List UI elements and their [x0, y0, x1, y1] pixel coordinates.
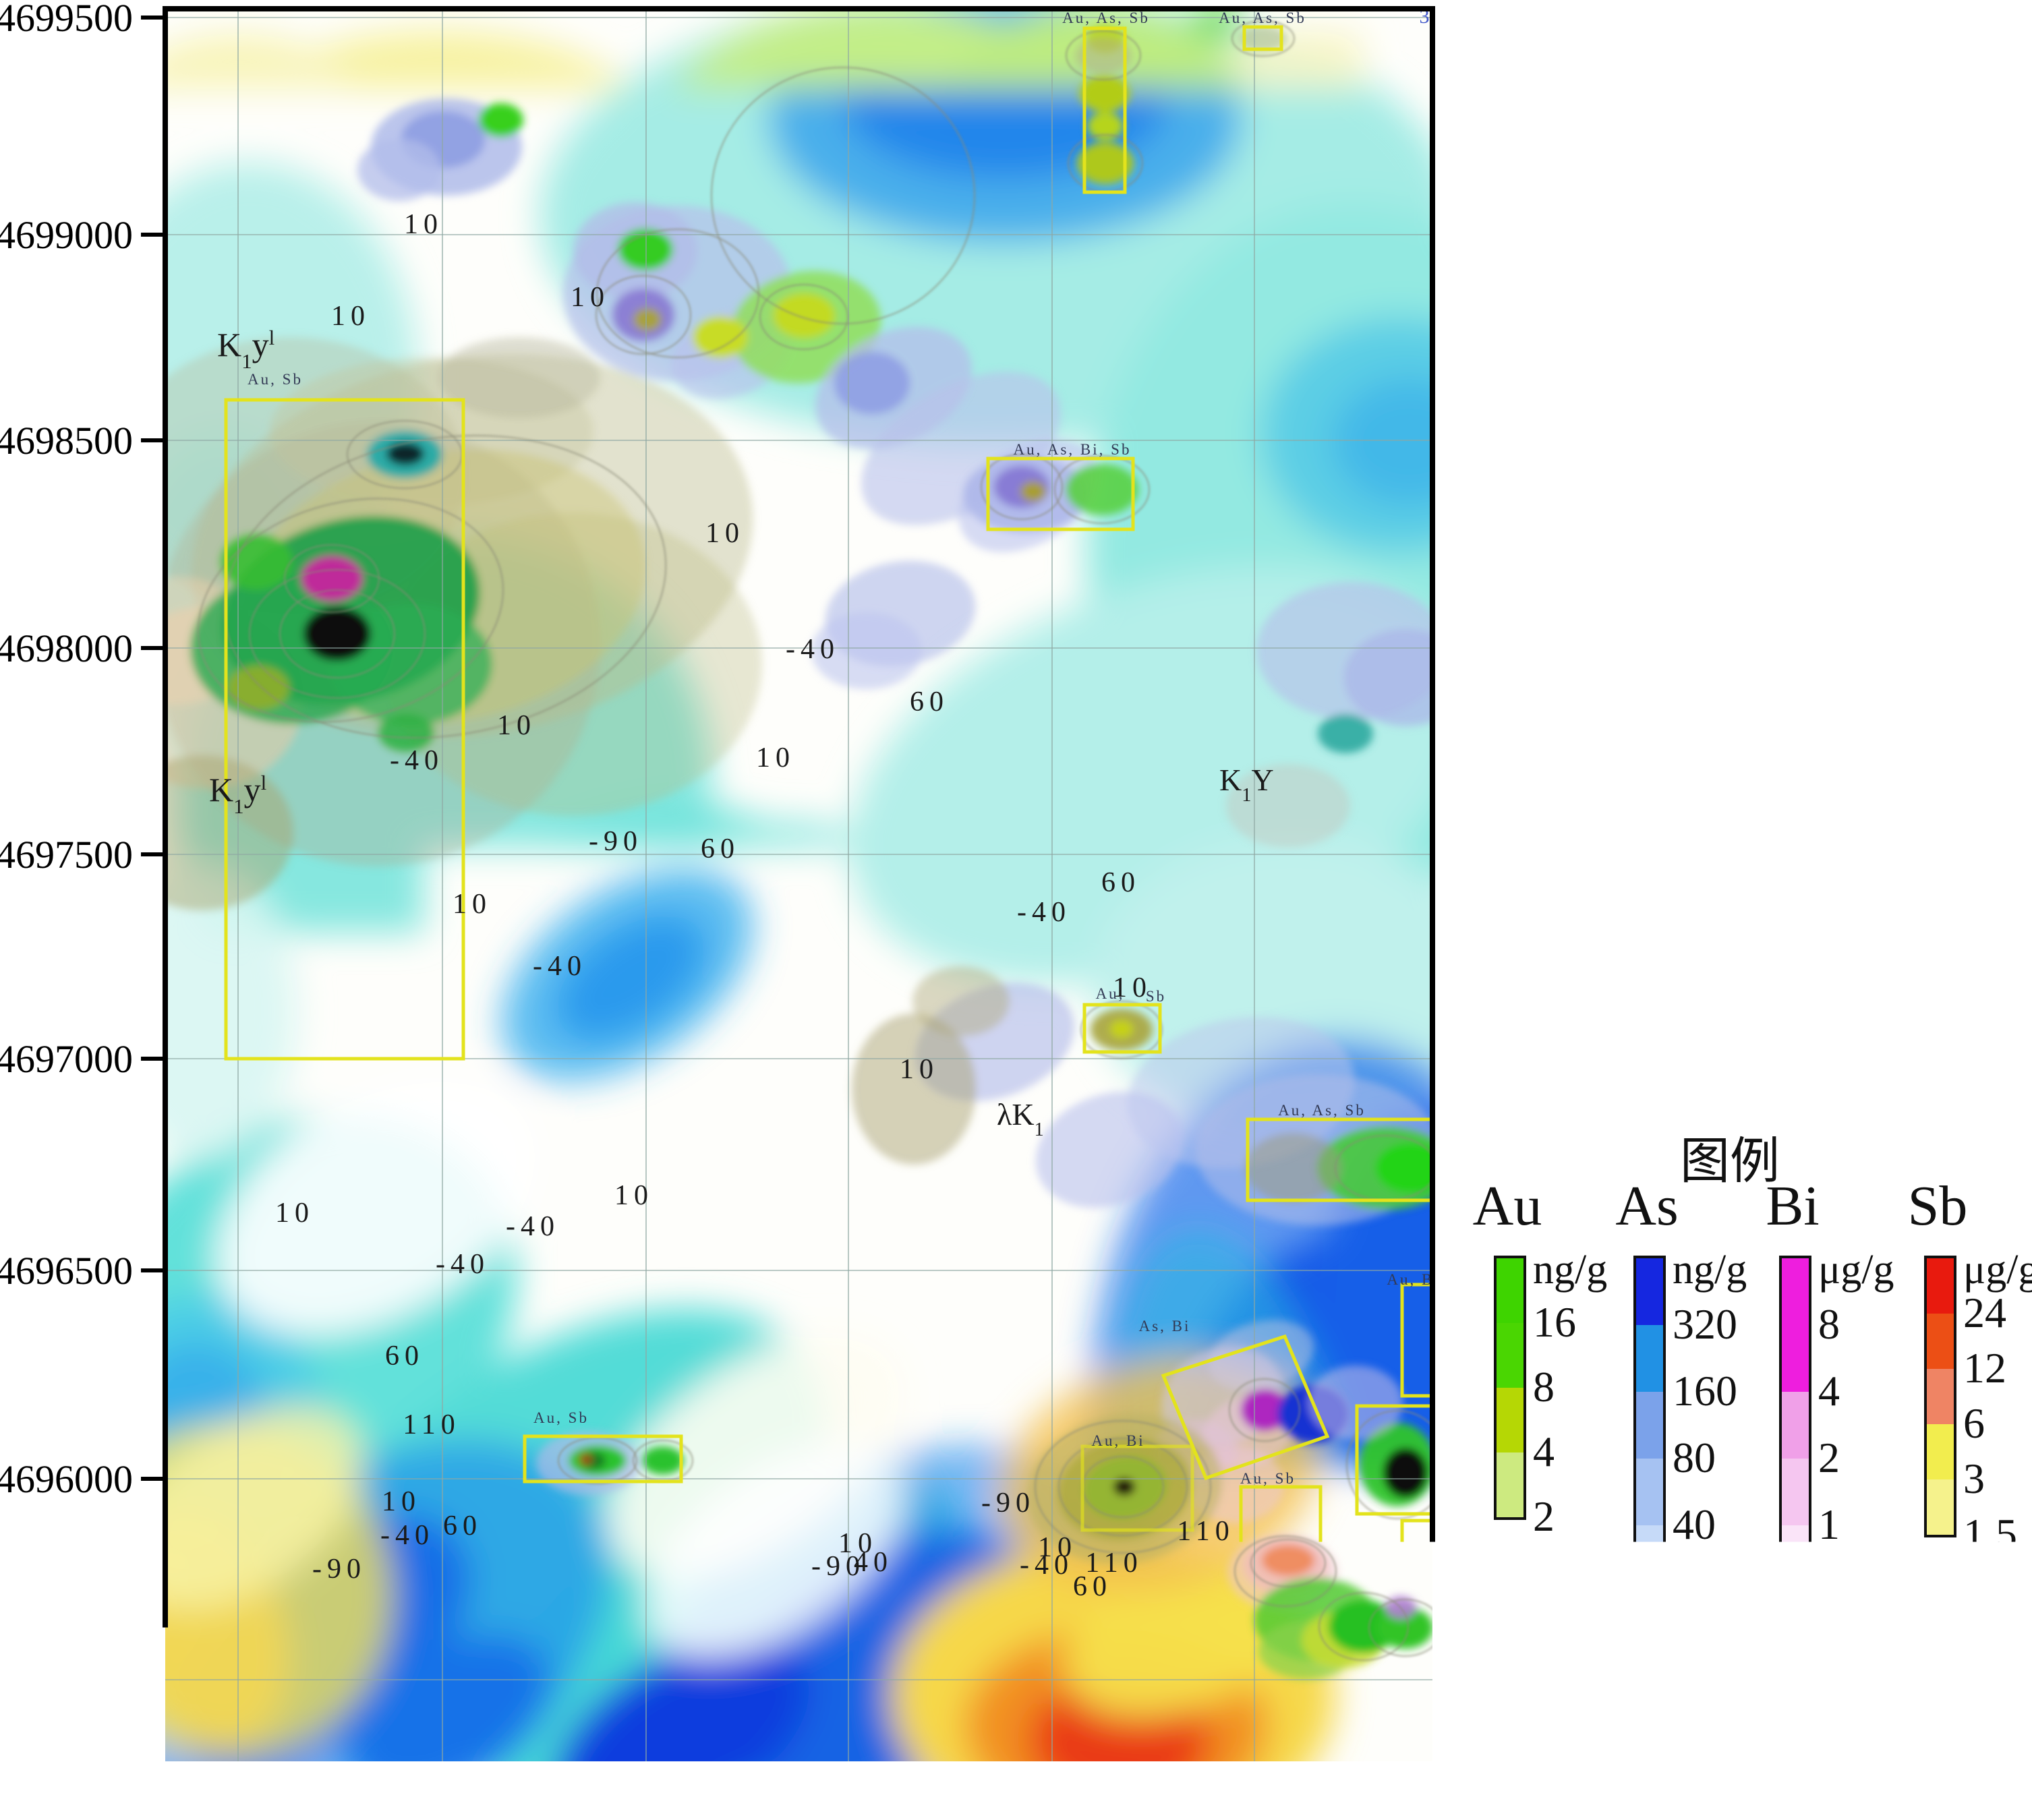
contour-field-blob [912, 966, 1010, 1036]
contour-field-blob [579, 1453, 591, 1465]
x-axis-tick-label: 591500 [384, 1778, 501, 1820]
x-axis-tick-label: 592000 [587, 1778, 705, 1820]
contour-field-blob [1262, 1545, 1314, 1576]
contour-value-label: -40 [533, 951, 587, 982]
contour-field-blob [1020, 481, 1046, 502]
contour-field-blob [834, 352, 910, 414]
contour-field-blob [1022, 209, 1291, 614]
mineral-association-label: Au, As, Sb [1219, 9, 1306, 26]
contour-value-label: -90 [981, 1488, 1035, 1519]
y-axis-tick-label: 4696000 [0, 1457, 133, 1501]
x-axis-tick-label: 591000 [179, 1778, 297, 1820]
x-axis-tick-label: 593000 [993, 1778, 1111, 1820]
y-axis-tick-label: 4699000 [0, 213, 133, 257]
contour-field-blob [1245, 1133, 1342, 1203]
mineral-association-label: As, Bi [1139, 1318, 1191, 1334]
contour-field-blob [1080, 76, 1130, 112]
contour-value-label: 10 [614, 1180, 654, 1211]
contour-value-label: 110 [403, 1409, 460, 1440]
contour-field-blob [642, 1446, 684, 1475]
mineral-association-label: Au, Sb [1240, 1470, 1296, 1487]
figure-canvas: 10 10 10 10 10 -40 -40 60 10 10 -90 60 -40 -40 60 10 10 1… [0, 0, 2032, 1820]
mineral-association-label: Sb [1146, 988, 1166, 1005]
mineral-association-label: Au, Sb [533, 1409, 589, 1426]
mineral-association-label: Au, As, Bi, Sb [1014, 441, 1132, 458]
x-axis-tick-label: 592500 [790, 1778, 907, 1820]
contour-field-blob [693, 316, 748, 358]
contour-value-label: 60 [1101, 867, 1140, 898]
contour-field-blob [1066, 464, 1138, 515]
contour-value-label: 10 [404, 209, 443, 240]
contour-field-blob [357, 139, 441, 201]
mineral-association-label: Au, [1096, 985, 1125, 1002]
y-axis-tick-label: 4698500 [0, 419, 133, 463]
contour-value-label: -90 [312, 1554, 366, 1585]
contour-field-blob [1318, 714, 1373, 753]
contour-value-label: 110 [1177, 1516, 1234, 1547]
contour-value-label: -40 [1020, 1550, 1074, 1581]
contour-value-label: 60 [385, 1341, 424, 1372]
x-axis-tick-label: 593500 [1196, 1778, 1313, 1820]
y-axis-tick-label: 4695500 [0, 1658, 133, 1702]
contour-value-label: 40 [854, 1547, 893, 1578]
contour-field-blob [633, 308, 662, 331]
contour-field-blob [1376, 1143, 1446, 1193]
y-axis-tick-label: 4697500 [0, 833, 133, 877]
contour-value-label: -40 [380, 1520, 434, 1551]
contour-value-label: 60 [910, 686, 949, 717]
contour-value-label: -40 [506, 1211, 560, 1242]
contour-field-blob [1113, 1478, 1135, 1496]
contour-value-label: 60 [1073, 1571, 1112, 1602]
contour-value-label: -90 [589, 826, 643, 857]
contour-field-blob [128, 34, 351, 148]
contour-value-label: 10 [331, 301, 370, 332]
contour-value-label: 60 [443, 1510, 482, 1542]
contour-value-label: 10 [705, 518, 745, 549]
contour-field-blob [1110, 1020, 1133, 1038]
contour-field-blob [1109, 111, 1332, 246]
contour-value-label: -40 [786, 634, 840, 665]
contour-value-label: -40 [436, 1249, 490, 1280]
contour-field-blob [227, 666, 289, 710]
geochemical-anomaly-map: 1010101010-40-40601010-90 60-40-406010101… [0, 0, 2032, 1820]
contour-value-label: -40 [1017, 897, 1071, 928]
mineral-association-label: Au, As, Sb [1278, 1102, 1366, 1119]
contour-value-label: 10 [900, 1054, 939, 1085]
mineral-association-label: Au, Sb [1327, 1578, 1382, 1595]
contour-value-label: 10 [497, 710, 536, 741]
contour-field-blob [1383, 1448, 1428, 1498]
contour-field-blob [303, 607, 371, 661]
contour-value-label: 10 [275, 1198, 314, 1229]
y-axis-tick-label: 4697000 [0, 1037, 133, 1081]
contour-value-label: -40 [390, 745, 444, 776]
contour-field-blob [773, 293, 835, 338]
contour-field-blob [1344, 629, 1468, 726]
mineral-association-label: Au, As, Sb [1062, 9, 1150, 26]
y-axis-tick-label: 4699500 [0, 0, 133, 40]
y-axis-tick-label: 4698000 [0, 626, 133, 670]
map-plot-area: 1010101010-40-40601010-90 60-40-406010101… [0, 0, 1625, 1820]
contour-value-label: 10 [453, 889, 492, 920]
mineral-association-label: Au, Sb [248, 371, 303, 388]
mineral-association-label: Au, Bi [1091, 1432, 1144, 1449]
contour-field-blob [1226, 764, 1350, 848]
y-axis-tick-label: 4696500 [0, 1249, 133, 1293]
contour-value-label: 10 [756, 742, 795, 773]
contour-value-label: 10 [382, 1486, 421, 1517]
contour-value-label: 10 [571, 282, 610, 313]
contour-value-label: 60 [701, 833, 740, 864]
contour-field-blob [220, 533, 293, 590]
contour-field-blob [479, 103, 523, 137]
